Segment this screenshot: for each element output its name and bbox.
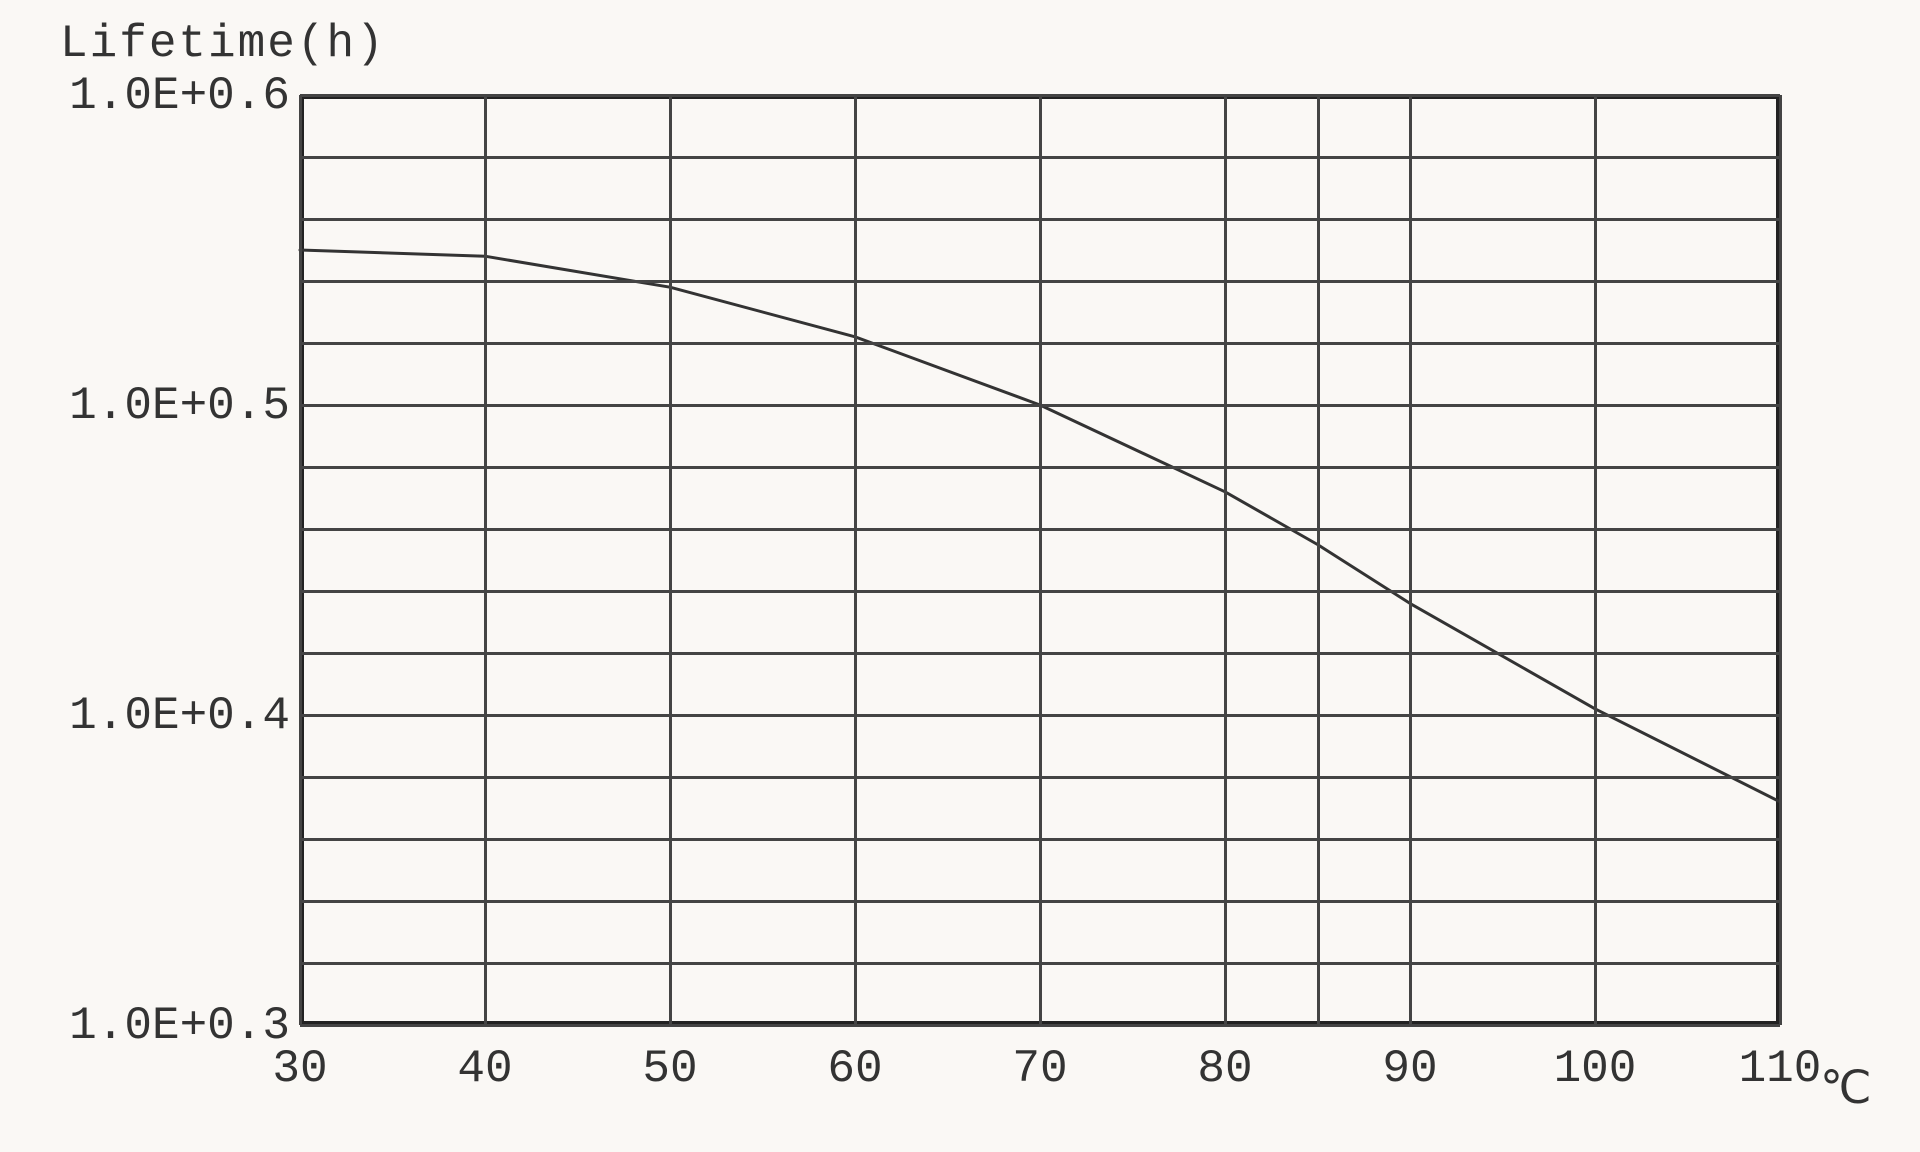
grid-line-horizontal — [300, 962, 1780, 965]
grid-line-vertical — [1409, 95, 1412, 1025]
grid-line-horizontal — [300, 590, 1780, 593]
grid-line-vertical — [1779, 95, 1782, 1025]
grid-line-horizontal — [300, 900, 1780, 903]
y-tick-label: 1.0E+0.5 — [50, 380, 290, 432]
x-tick-label: 110 — [1720, 1043, 1840, 1095]
grid-line-vertical — [854, 95, 857, 1025]
grid-line-vertical — [299, 95, 302, 1025]
x-tick-label: 80 — [1165, 1043, 1285, 1095]
x-tick-label: 90 — [1350, 1043, 1470, 1095]
grid-line-horizontal — [300, 466, 1780, 469]
x-tick-label: 40 — [425, 1043, 545, 1095]
y-tick-label: 1.0E+0.4 — [50, 690, 290, 742]
grid-line-vertical — [1224, 95, 1227, 1025]
x-tick-label: 60 — [795, 1043, 915, 1095]
grid-line-horizontal — [300, 280, 1780, 283]
grid-line-horizontal — [300, 838, 1780, 841]
grid-line-horizontal — [300, 218, 1780, 221]
grid-line-horizontal — [300, 404, 1780, 407]
x-tick-label: 70 — [980, 1043, 1100, 1095]
grid-line-vertical — [484, 95, 487, 1025]
grid-line-horizontal — [300, 94, 1780, 97]
y-axis-title: Lifetime(h) — [60, 18, 386, 70]
x-tick-label: 30 — [240, 1043, 360, 1095]
grid-line-vertical — [1039, 95, 1042, 1025]
grid-line-vertical — [1317, 95, 1320, 1025]
x-tick-label: 50 — [610, 1043, 730, 1095]
grid-line-horizontal — [300, 776, 1780, 779]
x-tick-label: 100 — [1535, 1043, 1655, 1095]
grid-line-horizontal — [300, 1024, 1780, 1027]
grid-line-horizontal — [300, 342, 1780, 345]
y-tick-label: 1.0E+0.6 — [50, 70, 290, 122]
grid-line-vertical — [1594, 95, 1597, 1025]
grid-line-horizontal — [300, 528, 1780, 531]
grid-line-horizontal — [300, 714, 1780, 717]
grid-line-vertical — [669, 95, 672, 1025]
grid-line-horizontal — [300, 652, 1780, 655]
grid-line-horizontal — [300, 156, 1780, 159]
plot-area — [300, 95, 1780, 1025]
